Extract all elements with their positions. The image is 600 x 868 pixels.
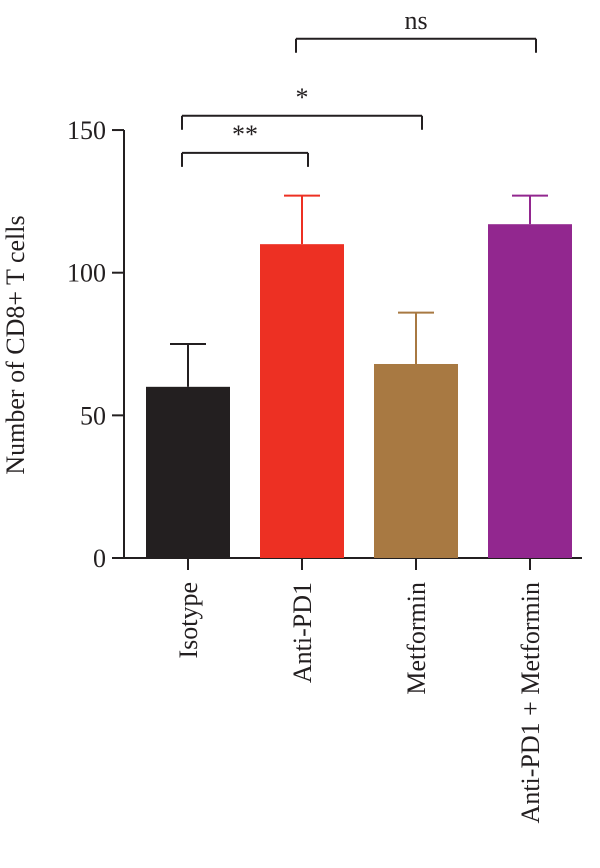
y-tick-label-2: 100	[67, 259, 106, 288]
sig-label-2: ns	[404, 6, 427, 35]
y-tick-label-3: 150	[67, 116, 106, 145]
sig-label-0: **	[232, 120, 258, 149]
x-category-label-0: Isotype	[174, 582, 203, 659]
bar-0	[146, 386, 230, 558]
y-axis-label: Number of CD8+ T cells	[1, 215, 30, 474]
bar-1	[260, 244, 344, 559]
x-category-label-1: Anti-PD1	[288, 582, 317, 683]
bar-3	[488, 224, 572, 558]
bar-2	[374, 363, 458, 558]
x-category-label-2: Metformin	[402, 582, 431, 695]
sig-label-1: *	[296, 83, 309, 112]
y-tick-label-0: 0	[93, 544, 106, 573]
x-category-label-3: Anti-PD1 + Metformin	[516, 582, 545, 823]
y-tick-label-1: 50	[80, 401, 106, 430]
